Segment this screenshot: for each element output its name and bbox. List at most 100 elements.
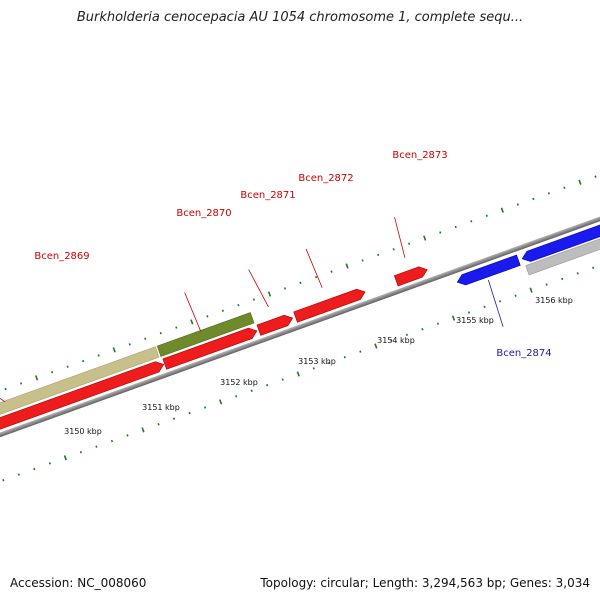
kbp-label-3151: 3151 kbp (142, 403, 180, 412)
inner-tick (172, 417, 176, 420)
kbp-label-3155: 3155 kbp (456, 316, 494, 325)
backbone-line (0, 169, 600, 479)
outer-tick (190, 319, 194, 325)
inner-tick (157, 423, 160, 426)
outer-tick-row (4, 175, 597, 391)
inner-tick (514, 294, 517, 297)
cds-arrow-bcen-2870[interactable] (162, 326, 259, 370)
outer-tick (237, 303, 240, 307)
outer-tick (423, 235, 427, 241)
outer-tick (112, 347, 116, 353)
kbp-label-3156: 3156 kbp (535, 296, 573, 305)
outer-tick (314, 276, 318, 279)
outer-tick (206, 315, 209, 318)
inner-tick (421, 328, 424, 331)
inner-tick (266, 383, 269, 387)
outer-tick (345, 263, 349, 269)
kbp-label-3152: 3152 kbp (220, 378, 258, 387)
outer-tick (283, 287, 287, 290)
kbp-label-3153: 3153 kbp (298, 357, 336, 366)
outer-tick (408, 242, 411, 245)
cds-arrow-bcen-2872[interactable] (293, 287, 367, 323)
kbp-label-3154: 3154 kbp (377, 336, 415, 345)
outer-tick (454, 225, 457, 229)
feature-bar-olive-dark (156, 312, 255, 357)
leader-line-bcen-2873 (394, 216, 406, 259)
outer-tick (144, 337, 147, 340)
inner-tick (2, 478, 5, 482)
outer-tick (66, 365, 69, 368)
outer-tick (299, 281, 302, 285)
gene-label-bcen-2871[interactable]: Bcen_2871 (240, 190, 295, 201)
inner-tick (529, 287, 533, 293)
inner-tick (296, 371, 300, 377)
inner-tick (390, 339, 393, 342)
cds-arrow-reverse-right[interactable] (520, 213, 600, 264)
outer-tick (578, 179, 582, 185)
inner-tick (250, 389, 253, 392)
outer-tick (221, 309, 224, 312)
cds-arrow-bcen-2873[interactable] (393, 264, 429, 287)
gene-label-bcen-2870[interactable]: Bcen_2870 (176, 208, 231, 219)
inner-tick (126, 434, 129, 437)
inner-tick (592, 266, 595, 269)
inner-tick-row (2, 266, 595, 482)
inner-tick (235, 395, 238, 398)
cds-arrow-bcen-2871[interactable] (256, 313, 295, 336)
inner-tick (204, 406, 207, 409)
outer-tick (470, 220, 473, 223)
inner-tick (188, 411, 191, 415)
outer-tick (51, 371, 54, 374)
cds-arrow-bcen-2874[interactable] (455, 254, 521, 287)
inner-tick (328, 361, 331, 364)
inner-tick (63, 455, 67, 461)
outer-tick (516, 203, 519, 206)
inner-tick (436, 322, 440, 325)
gene-label-bcen-2872[interactable]: Bcen_2872 (298, 173, 353, 184)
outer-tick (4, 387, 7, 391)
outer-tick (128, 343, 131, 346)
map-title: Burkholderia cenocepacia AU 1054 chromos… (76, 10, 524, 25)
inner-tick (95, 445, 98, 448)
inner-tick (576, 272, 579, 275)
inner-tick (561, 277, 564, 281)
inner-tick (467, 311, 471, 314)
inner-tick (545, 283, 548, 286)
inner-tick (17, 473, 20, 476)
outer-tick (34, 375, 39, 381)
cds-arrow-bcen-2869[interactable] (0, 359, 166, 462)
outer-tick (19, 382, 23, 385)
inner-tick (110, 439, 114, 443)
outer-tick (159, 331, 162, 335)
leader-line-bcen-2872 (305, 248, 323, 288)
inner-tick (141, 427, 145, 433)
accession-text: Accession: NC_008060 (10, 576, 147, 590)
gene-label-bcen-2869[interactable]: Bcen_2869 (34, 251, 89, 262)
inner-tick (359, 350, 362, 353)
outer-tick (439, 231, 442, 234)
gene-label-bcen-2874[interactable]: Bcen_2874 (496, 348, 551, 359)
inner-tick (79, 451, 82, 454)
inner-tick (33, 467, 36, 471)
topology-summary: Topology: circular; Length: 3,294,563 bp… (260, 576, 590, 590)
inner-tick (48, 462, 51, 465)
outer-tick (252, 298, 256, 301)
outer-tick (377, 253, 380, 257)
outer-tick (267, 291, 272, 297)
outer-tick (594, 175, 597, 178)
feature-bar-grey (525, 224, 600, 276)
outer-tick (82, 359, 85, 363)
inner-tick (312, 367, 315, 370)
outer-tick (500, 207, 504, 213)
leader-line-bcen-2870 (184, 292, 202, 332)
outer-tick (175, 326, 178, 329)
leader-line-bcen-2874 (487, 279, 504, 327)
leader-line-bcen-2871 (248, 269, 269, 308)
outer-tick (547, 192, 550, 195)
inner-tick (281, 378, 284, 381)
outer-tick (563, 186, 566, 190)
inner-tick (343, 355, 346, 359)
gene-label-bcen-2873[interactable]: Bcen_2873 (392, 150, 447, 161)
outer-tick (532, 197, 535, 201)
